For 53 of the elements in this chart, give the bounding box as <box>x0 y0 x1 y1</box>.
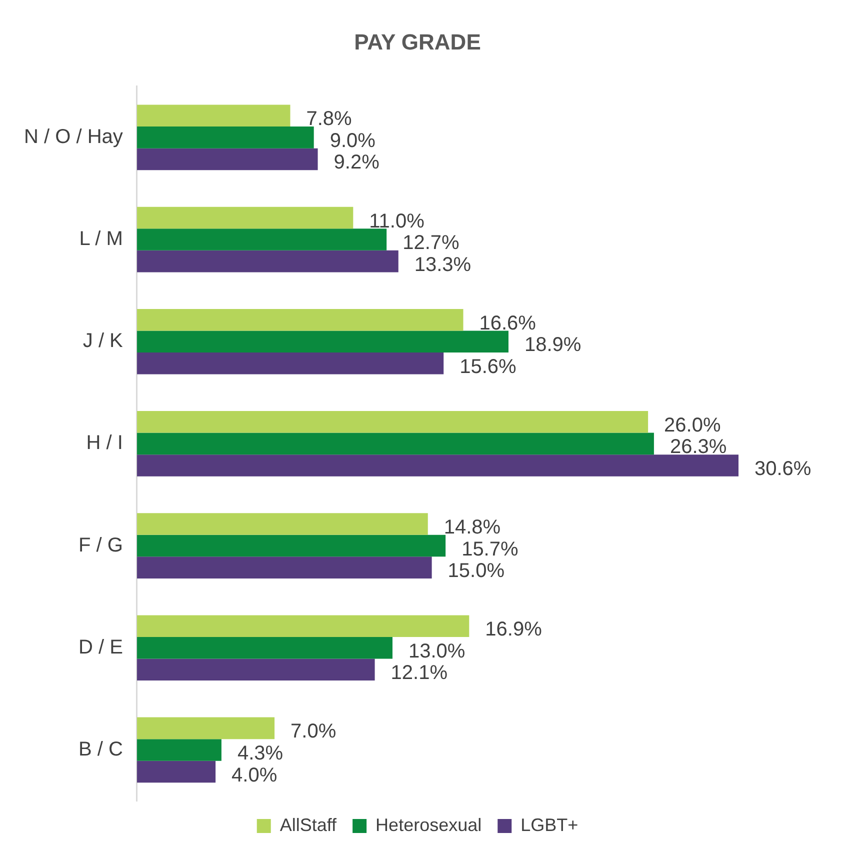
data-label: 26.3% <box>670 436 727 458</box>
data-label: 30.6% <box>754 458 812 480</box>
bar <box>136 739 222 761</box>
data-label: 7.0% <box>290 720 336 743</box>
bar <box>136 556 432 578</box>
y-tick-label: B / C <box>78 738 123 760</box>
bar <box>136 352 444 374</box>
bar <box>136 228 387 250</box>
data-label: 13.3% <box>414 254 472 276</box>
y-tick-label: D / E <box>78 636 123 658</box>
data-label: 4.3% <box>237 742 284 764</box>
bar <box>136 432 654 455</box>
legend-label: Heterosexual <box>376 814 482 835</box>
bar <box>136 148 318 170</box>
data-label: 12.1% <box>390 662 448 684</box>
chart-title: PAY GRADE <box>354 29 481 54</box>
data-label: 13.0% <box>408 640 466 662</box>
data-label: 15.6% <box>460 356 517 378</box>
bar <box>136 636 392 659</box>
data-label: 9.0% <box>330 130 376 152</box>
data-label: 14.8% <box>444 516 501 539</box>
data-label: 15.7% <box>462 538 518 560</box>
bar <box>136 717 275 740</box>
bar <box>136 126 314 148</box>
y-tick-label: F / G <box>78 534 123 556</box>
data-label: 18.9% <box>524 334 582 356</box>
data-label: 26.0% <box>664 414 721 436</box>
bar <box>136 104 290 127</box>
data-label: 12.7% <box>402 232 460 254</box>
data-label: 16.9% <box>485 618 542 641</box>
bar <box>136 308 464 331</box>
bar <box>136 454 738 476</box>
y-tick-label: L / M <box>79 228 123 250</box>
data-label: 16.6% <box>479 312 536 334</box>
data-label: 11.0% <box>369 210 425 232</box>
y-tick-label: H / I <box>86 432 123 454</box>
bar <box>136 513 428 535</box>
bar <box>136 330 508 353</box>
bar <box>136 206 354 229</box>
data-label: 15.0% <box>448 560 505 582</box>
legend-label: AllStaff <box>280 814 338 835</box>
legend-label: LGBT+ <box>520 814 578 835</box>
bar <box>136 534 446 557</box>
bar <box>136 615 470 637</box>
data-label: 7.8% <box>306 108 352 130</box>
bar <box>136 411 648 433</box>
y-tick-label: N / O / Hay <box>24 126 123 148</box>
y-tick-label: J / K <box>82 330 124 352</box>
bar <box>136 760 216 783</box>
data-label: 4.0% <box>232 764 278 786</box>
bar <box>136 658 375 681</box>
bar <box>136 250 398 272</box>
data-label: 9.2% <box>334 152 380 174</box>
